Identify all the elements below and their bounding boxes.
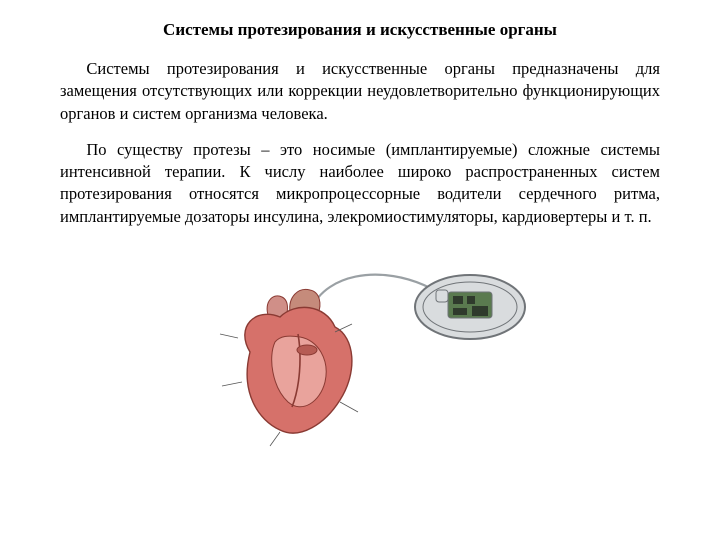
paragraph-1: Системы протезирования и искусственные о… — [60, 58, 660, 125]
page-title: Системы протезирования и искусственные о… — [60, 20, 660, 40]
figure-container — [60, 242, 660, 452]
pacemaker-heart-illustration — [180, 242, 540, 452]
paragraph-2: По существу протезы – это носимые (импла… — [60, 139, 660, 228]
